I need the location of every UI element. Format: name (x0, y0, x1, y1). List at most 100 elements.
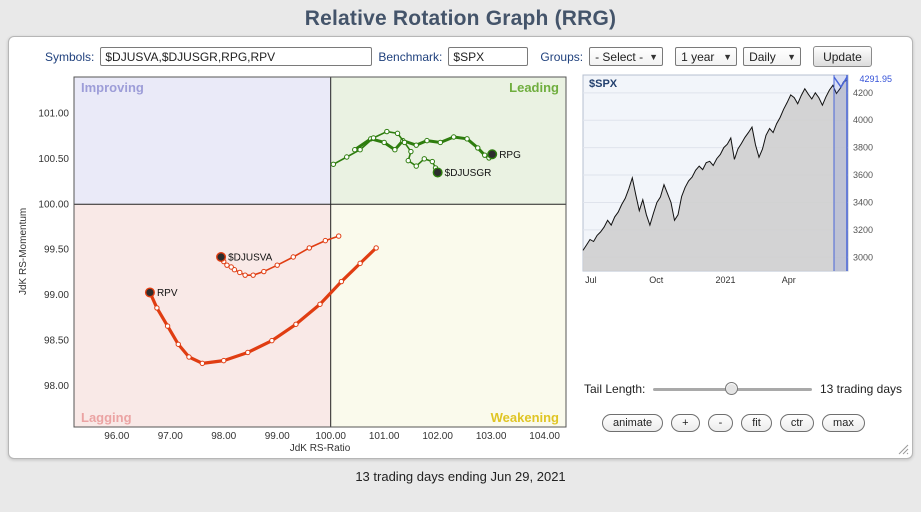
tail-point (384, 128, 390, 135)
resize-grip-icon[interactable] (896, 442, 909, 455)
tail-point (370, 135, 377, 141)
control-button-plus[interactable]: + (671, 414, 700, 432)
tail-point (245, 349, 251, 356)
spx-x-tick-label: Jul (585, 275, 597, 285)
groups-select[interactable]: - Select - ▼ (589, 47, 664, 66)
quadrant-label-weakening: Weakening (491, 410, 559, 425)
spx-y-tick-label: 3600 (853, 170, 873, 180)
spx-y-tick-label: 3000 (853, 252, 873, 262)
page-title: Relative Rotation Graph (RRG) (304, 7, 617, 30)
period-select[interactable]: 1 year ▼ (675, 47, 738, 66)
slider-thumb[interactable] (724, 382, 738, 395)
tail-point (392, 147, 398, 153)
tail-point (450, 134, 457, 140)
frequency-select[interactable]: Daily ▼ (743, 47, 802, 66)
benchmark-price-chart[interactable]: 3000 3200 3400 3600 3800 4000 4200 Jul Oct 2021 Ap… (582, 73, 898, 297)
date-cursor-icon[interactable] (833, 76, 848, 89)
spx-y-tick-label: 3400 (853, 197, 873, 207)
tail-point (373, 245, 379, 251)
groups-select-value: - Select - (595, 49, 644, 64)
x-tick-label: 97.00 (158, 431, 183, 442)
rrg-x-axis-title: JdK RS-Ratio (289, 443, 351, 454)
series-marker-$DJUSGR[interactable] (432, 167, 443, 178)
tail-point (344, 154, 350, 160)
benchmark-input[interactable] (448, 47, 529, 66)
quadrant-label-lagging: Lagging (81, 410, 132, 425)
panel-content: JdK RS-Momentum RPG $DJUSGR $DJUSVA RPV 96.… (15, 73, 906, 454)
series-marker-RPG[interactable] (487, 149, 498, 160)
tail-point (237, 269, 243, 276)
tail-length-label: Tail Length: (584, 382, 646, 396)
tail-point (357, 147, 363, 153)
control-button-minus[interactable]: - (707, 414, 734, 432)
control-button-animate[interactable]: animate (602, 414, 664, 432)
tail-point (381, 139, 387, 146)
tail-length-value: 13 trading days (819, 382, 902, 396)
benchmark-chart-symbol: $SPX (589, 78, 618, 90)
chevron-down-icon: ▼ (723, 51, 733, 62)
series-marker-RPV[interactable] (144, 287, 155, 298)
spx-price-line (582, 79, 848, 251)
spx-x-tick-label: Apr (782, 275, 796, 285)
control-button-max[interactable]: max (822, 414, 865, 432)
chevron-down-icon: ▼ (787, 51, 797, 62)
y-tick-label: 100.00 (38, 199, 69, 210)
toolbar: Symbols: Benchmark: Groups: - Select - ▼… (15, 43, 906, 73)
benchmark-last-value: 4291.95 (859, 74, 892, 84)
x-tick-label: 100.00 (315, 431, 346, 442)
x-tick-label: 98.00 (211, 431, 236, 442)
y-tick-label: 99.50 (44, 245, 69, 256)
tail-point (306, 245, 313, 251)
tail-point (336, 233, 342, 239)
symbols-input[interactable] (100, 47, 373, 66)
tail-point (424, 137, 430, 144)
spx-x-tick-label: 2021 (716, 275, 736, 285)
y-tick-label: 101.00 (38, 108, 69, 119)
tail-point (228, 264, 234, 270)
tail-point (338, 278, 345, 285)
y-tick-label: 98.00 (44, 381, 69, 392)
update-button[interactable]: Update (813, 46, 872, 67)
tail-point (175, 341, 181, 347)
spx-y-tick-label: 4000 (853, 115, 873, 125)
series-marker-$DJUSVA[interactable] (216, 251, 227, 262)
rrg-quadrant-chart[interactable]: RPG $DJUSGR $DJUSVA RPV 96.00 97.00 98.00 99.0… (29, 73, 574, 445)
x-tick-label: 103.00 (476, 431, 507, 442)
tail-point (154, 305, 160, 311)
x-tick-label: 104.00 (529, 431, 560, 442)
tail-point (199, 360, 206, 367)
chart-control-buttons: animate + - fit ctr max (602, 414, 904, 432)
tail-point (437, 139, 444, 146)
groups-label: Groups: (540, 49, 584, 64)
x-tick-label: 102.00 (422, 431, 453, 442)
footer-caption: 13 trading days ending Jun 29, 2021 (355, 469, 566, 484)
y-tick-label: 100.50 (38, 154, 69, 165)
tail-point (475, 145, 481, 151)
x-tick-label: 99.00 (265, 431, 290, 442)
benchmark-label: Benchmark: (378, 49, 443, 64)
tail-length-slider[interactable] (653, 382, 812, 396)
quadrant-label-improving: Improving (81, 80, 144, 95)
tail-point (250, 272, 256, 278)
control-button-ctr[interactable]: ctr (779, 414, 815, 432)
tail-point (408, 148, 414, 155)
rrg-y-axis-title: JdK RS-Momentum (18, 207, 29, 295)
tail-point (261, 268, 267, 275)
tail-point (224, 262, 230, 268)
spx-y-tick-label: 4200 (853, 88, 873, 98)
rrg-chart-area: JdK RS-Momentum RPG $DJUSGR $DJUSVA RPV 96.… (15, 73, 574, 454)
tail-point (290, 254, 296, 260)
series-label-RPV: RPV (157, 288, 178, 299)
series-tail-RPV (148, 246, 378, 365)
tail-point (405, 157, 411, 164)
tail-point (293, 321, 299, 327)
tail-point (401, 139, 408, 146)
right-column: 3000 3200 3400 3600 3800 4000 4200 Jul Oct 2021 Ap… (582, 73, 904, 454)
period-select-value: 1 year (681, 49, 715, 64)
tail-point (322, 237, 329, 244)
benchmark-chart-wrap: 3000 3200 3400 3600 3800 4000 4200 Jul Oct 2021 Ap… (582, 73, 898, 302)
tail-point (221, 357, 227, 364)
control-button-fit[interactable]: fit (741, 414, 772, 432)
tail-point (269, 337, 275, 344)
tail-point (394, 130, 401, 137)
